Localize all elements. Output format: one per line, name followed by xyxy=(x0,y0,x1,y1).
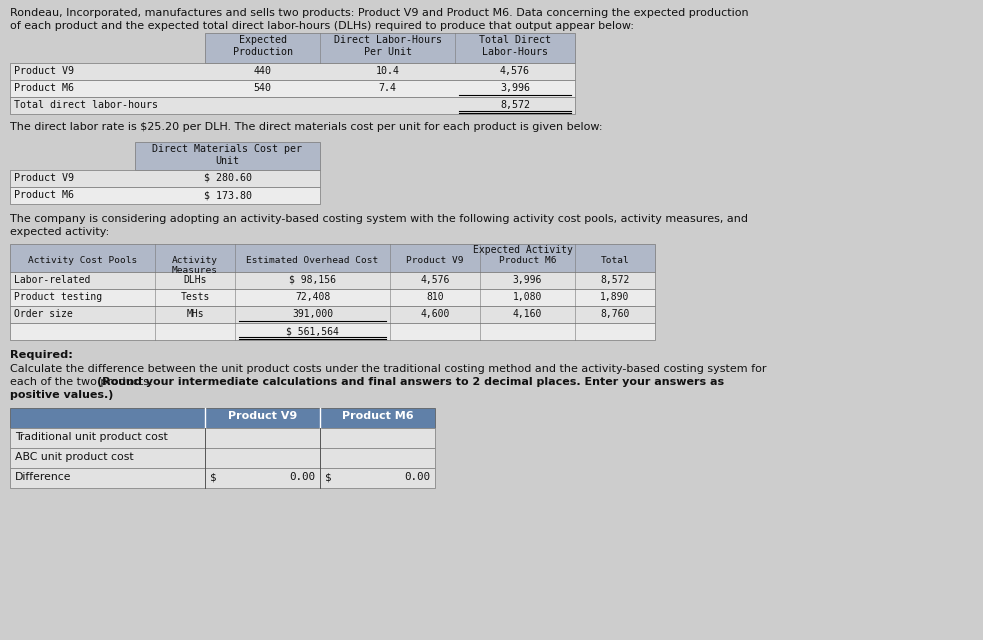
Bar xyxy=(10,408,435,428)
Bar xyxy=(10,170,320,187)
Bar xyxy=(10,468,435,488)
Text: 4,160: 4,160 xyxy=(513,309,543,319)
Text: Product V9: Product V9 xyxy=(14,173,74,183)
Text: Tests: Tests xyxy=(180,292,209,302)
Text: Total: Total xyxy=(601,256,629,265)
Bar xyxy=(10,187,320,204)
Text: Product M6: Product M6 xyxy=(498,256,556,265)
Text: 0.00: 0.00 xyxy=(404,472,430,482)
Text: Total direct labor-hours: Total direct labor-hours xyxy=(14,100,158,110)
Text: Required:: Required: xyxy=(10,350,73,360)
Text: 4,576: 4,576 xyxy=(421,275,449,285)
Text: Total Direct
Labor-Hours: Total Direct Labor-Hours xyxy=(479,35,551,56)
Text: Order size: Order size xyxy=(14,309,73,319)
Text: 3,996: 3,996 xyxy=(513,275,543,285)
Text: Product M6: Product M6 xyxy=(14,190,74,200)
Text: 8,572: 8,572 xyxy=(500,100,530,110)
Text: ABC unit product cost: ABC unit product cost xyxy=(15,452,134,462)
Text: Expected
Production: Expected Production xyxy=(233,35,293,56)
Text: Rondeau, Incorporated, manufactures and sells two products: Product V9 and Produ: Rondeau, Incorporated, manufactures and … xyxy=(10,8,749,18)
Text: 10.4: 10.4 xyxy=(376,66,399,76)
Text: Direct Materials Cost per
Unit: Direct Materials Cost per Unit xyxy=(152,144,303,166)
Text: of each product and the expected total direct labor-hours (DLHs) required to pro: of each product and the expected total d… xyxy=(10,21,634,31)
Text: $: $ xyxy=(325,472,331,482)
Text: Difference: Difference xyxy=(15,472,72,482)
Text: (Round your intermediate calculations and final answers to 2 decimal places. Ent: (Round your intermediate calculations an… xyxy=(97,377,724,387)
Text: $ 280.60: $ 280.60 xyxy=(203,173,252,183)
Text: Expected Activity: Expected Activity xyxy=(473,245,572,255)
Bar xyxy=(10,80,575,97)
Bar xyxy=(10,97,575,114)
Text: Product testing: Product testing xyxy=(14,292,102,302)
Text: 1,890: 1,890 xyxy=(601,292,630,302)
Text: Product M6: Product M6 xyxy=(14,83,74,93)
Text: Estimated Overhead Cost: Estimated Overhead Cost xyxy=(247,256,378,265)
Text: 4,576: 4,576 xyxy=(500,66,530,76)
Text: 440: 440 xyxy=(254,66,271,76)
Text: 72,408: 72,408 xyxy=(295,292,330,302)
Bar xyxy=(10,272,655,289)
Text: Labor-related: Labor-related xyxy=(14,275,90,285)
Text: 1,080: 1,080 xyxy=(513,292,543,302)
Text: The direct labor rate is $25.20 per DLH. The direct materials cost per unit for : The direct labor rate is $25.20 per DLH.… xyxy=(10,122,603,132)
Text: Product M6: Product M6 xyxy=(342,411,413,421)
Text: $: $ xyxy=(210,472,216,482)
Text: Product V9: Product V9 xyxy=(14,66,74,76)
Bar xyxy=(205,33,575,63)
Text: $ 173.80: $ 173.80 xyxy=(203,190,252,200)
Text: 540: 540 xyxy=(254,83,271,93)
Bar xyxy=(10,289,655,306)
Text: positive values.): positive values.) xyxy=(10,390,113,400)
Text: Calculate the difference between the unit product costs under the traditional co: Calculate the difference between the uni… xyxy=(10,364,767,374)
Text: Activity Cost Pools: Activity Cost Pools xyxy=(28,256,137,265)
Text: expected activity:: expected activity: xyxy=(10,227,109,237)
Text: 810: 810 xyxy=(427,292,443,302)
Bar xyxy=(10,63,575,80)
Text: Activity
Measures: Activity Measures xyxy=(172,256,218,275)
Bar xyxy=(10,244,655,272)
Bar xyxy=(10,323,655,340)
Text: 8,572: 8,572 xyxy=(601,275,630,285)
Text: MHs: MHs xyxy=(186,309,203,319)
Bar xyxy=(10,448,435,468)
Bar xyxy=(10,306,655,323)
Text: 4,600: 4,600 xyxy=(421,309,449,319)
Text: each of the two products.: each of the two products. xyxy=(10,377,156,387)
Text: Product V9: Product V9 xyxy=(406,256,464,265)
Text: 0.00: 0.00 xyxy=(289,472,315,482)
Text: 8,760: 8,760 xyxy=(601,309,630,319)
Bar xyxy=(10,428,435,448)
Text: $ 98,156: $ 98,156 xyxy=(289,275,336,285)
Text: 3,996: 3,996 xyxy=(500,83,530,93)
Text: Direct Labor-Hours
Per Unit: Direct Labor-Hours Per Unit xyxy=(333,35,441,56)
Text: The company is considering adopting an activity-based costing system with the fo: The company is considering adopting an a… xyxy=(10,214,748,224)
Text: Product V9: Product V9 xyxy=(228,411,297,421)
Text: 391,000: 391,000 xyxy=(292,309,333,319)
Text: $ 561,564: $ 561,564 xyxy=(286,326,339,336)
Text: DLHs: DLHs xyxy=(183,275,206,285)
Text: 7.4: 7.4 xyxy=(378,83,396,93)
Bar xyxy=(135,142,320,170)
Text: Traditional unit product cost: Traditional unit product cost xyxy=(15,432,168,442)
